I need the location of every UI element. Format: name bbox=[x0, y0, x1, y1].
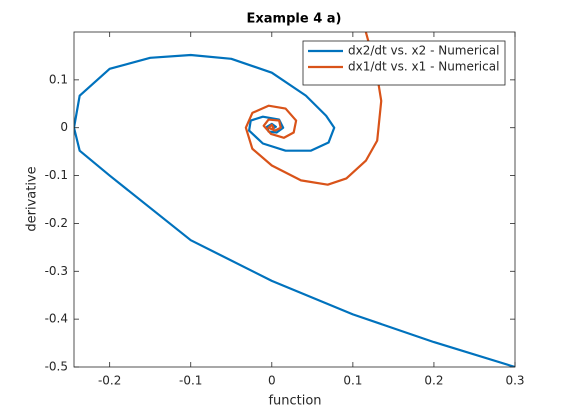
y-tick-label: -0.5 bbox=[45, 360, 68, 374]
x-tick-label: 0.2 bbox=[424, 374, 443, 388]
legend-label: dx2/dt vs. x2 - Numerical bbox=[348, 44, 499, 58]
legend-label: dx1/dt vs. x1 - Numerical bbox=[348, 60, 499, 74]
y-tick-label: -0.1 bbox=[45, 168, 68, 182]
x-tick-label: -0.1 bbox=[179, 374, 202, 388]
chart-title: Example 4 a) bbox=[247, 12, 342, 27]
x-tick-label: -0.2 bbox=[98, 374, 121, 388]
x-tick-label: 0 bbox=[268, 374, 276, 388]
plot-area bbox=[74, 32, 515, 367]
y-tick-label: -0.4 bbox=[45, 312, 68, 326]
axes-box bbox=[73, 31, 516, 368]
legend-box bbox=[302, 40, 506, 86]
x-tick-label: 0.3 bbox=[505, 374, 524, 388]
x-tick-label: 0.1 bbox=[343, 374, 362, 388]
y-axis-label: derivative bbox=[25, 166, 40, 231]
y-tick-label: 0.1 bbox=[49, 72, 68, 86]
x-axis-label: function bbox=[268, 394, 321, 409]
y-tick-label: 0 bbox=[60, 120, 68, 134]
y-tick-label: -0.2 bbox=[45, 216, 68, 230]
legend: dx2/dt vs. x2 - Numerical dx1/dt vs. x1 -… bbox=[302, 40, 506, 86]
series-line bbox=[74, 53, 515, 367]
series-line bbox=[244, 32, 383, 186]
y-tick-label: -0.3 bbox=[45, 264, 68, 278]
